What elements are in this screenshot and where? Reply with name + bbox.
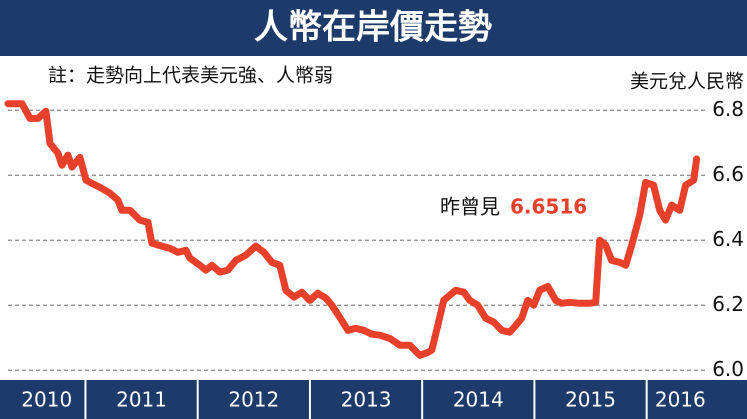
x-axis-bar: [0, 380, 747, 419]
x-tick-label: 2011: [116, 388, 167, 412]
title-gap: [0, 56, 747, 58]
y-tick-label: 6.6: [712, 162, 744, 186]
annotation-text: 昨曾見: [440, 195, 500, 219]
y-tick-label: 6.2: [712, 292, 744, 316]
x-tick-label: 2012: [228, 388, 279, 412]
y-axis-label: 美元兌人民幣: [630, 71, 744, 93]
x-tick-label: 2013: [341, 388, 392, 412]
annotation-value: 6.6516: [510, 195, 587, 219]
y-tick-label: 6.8: [712, 97, 744, 121]
note: 註：走勢向上代表美元強、人幣弱: [48, 65, 333, 87]
y-tick-label: 6.4: [712, 227, 744, 251]
y-tick-label: 6.0: [712, 357, 744, 381]
line-series: [4, 100, 701, 359]
x-tick-label: 2015: [565, 388, 616, 412]
x-tick-label: 2016: [655, 388, 706, 412]
title-bar: [0, 0, 747, 56]
x-tick-label: 2014: [453, 388, 504, 412]
chart-title: 人幣在岸價走勢: [254, 8, 492, 48]
x-tick-label: 2010: [21, 388, 72, 412]
